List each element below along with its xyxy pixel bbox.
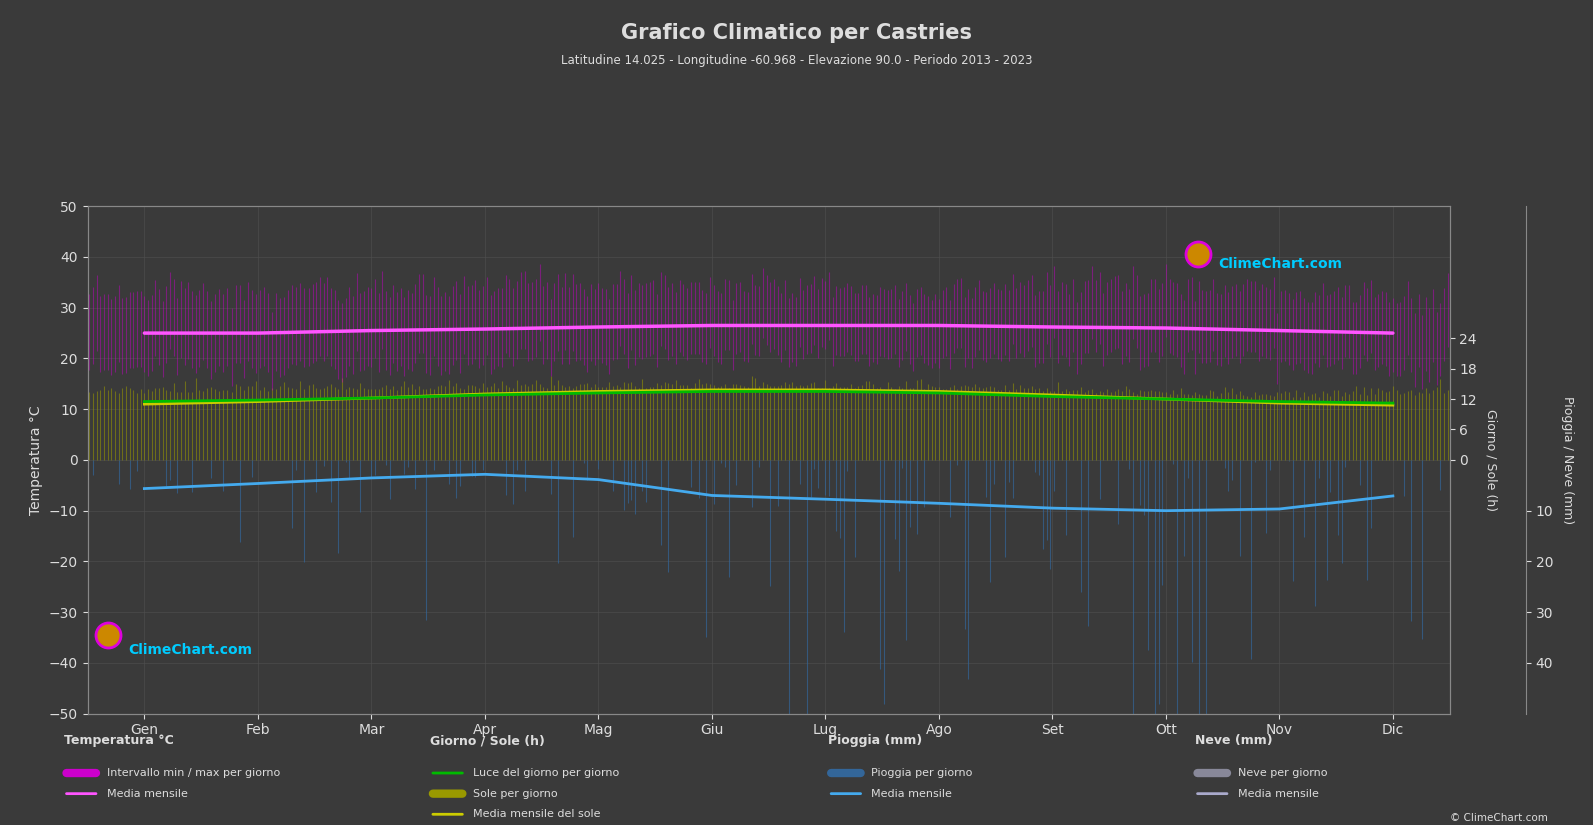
Text: Intervallo min / max per giorno: Intervallo min / max per giorno <box>107 768 280 778</box>
Text: Pioggia (mm): Pioggia (mm) <box>828 734 922 747</box>
Text: Pioggia per giorno: Pioggia per giorno <box>871 768 973 778</box>
Text: Media mensile del sole: Media mensile del sole <box>473 809 601 819</box>
Text: Latitudine 14.025 - Longitudine -60.968 - Elevazione 90.0 - Periodo 2013 - 2023: Latitudine 14.025 - Longitudine -60.968 … <box>561 54 1032 67</box>
Text: © ClimeChart.com: © ClimeChart.com <box>1450 813 1547 823</box>
Y-axis label: Pioggia / Neve (mm): Pioggia / Neve (mm) <box>1561 396 1574 524</box>
Text: ClimeChart.com: ClimeChart.com <box>129 643 252 657</box>
Text: Media mensile: Media mensile <box>107 789 188 799</box>
Text: ClimeChart.com: ClimeChart.com <box>1219 257 1341 271</box>
Text: Media mensile: Media mensile <box>871 789 953 799</box>
Y-axis label: Giorno / Sole (h): Giorno / Sole (h) <box>1485 409 1497 511</box>
Text: Sole per giorno: Sole per giorno <box>473 789 558 799</box>
Text: Giorno / Sole (h): Giorno / Sole (h) <box>430 734 545 747</box>
Text: Neve (mm): Neve (mm) <box>1195 734 1273 747</box>
Y-axis label: Temperatura °C: Temperatura °C <box>29 405 43 515</box>
Text: Media mensile: Media mensile <box>1238 789 1319 799</box>
Text: Grafico Climatico per Castries: Grafico Climatico per Castries <box>621 23 972 43</box>
Text: Neve per giorno: Neve per giorno <box>1238 768 1327 778</box>
Text: Luce del giorno per giorno: Luce del giorno per giorno <box>473 768 620 778</box>
Text: Temperatura °C: Temperatura °C <box>64 734 174 747</box>
